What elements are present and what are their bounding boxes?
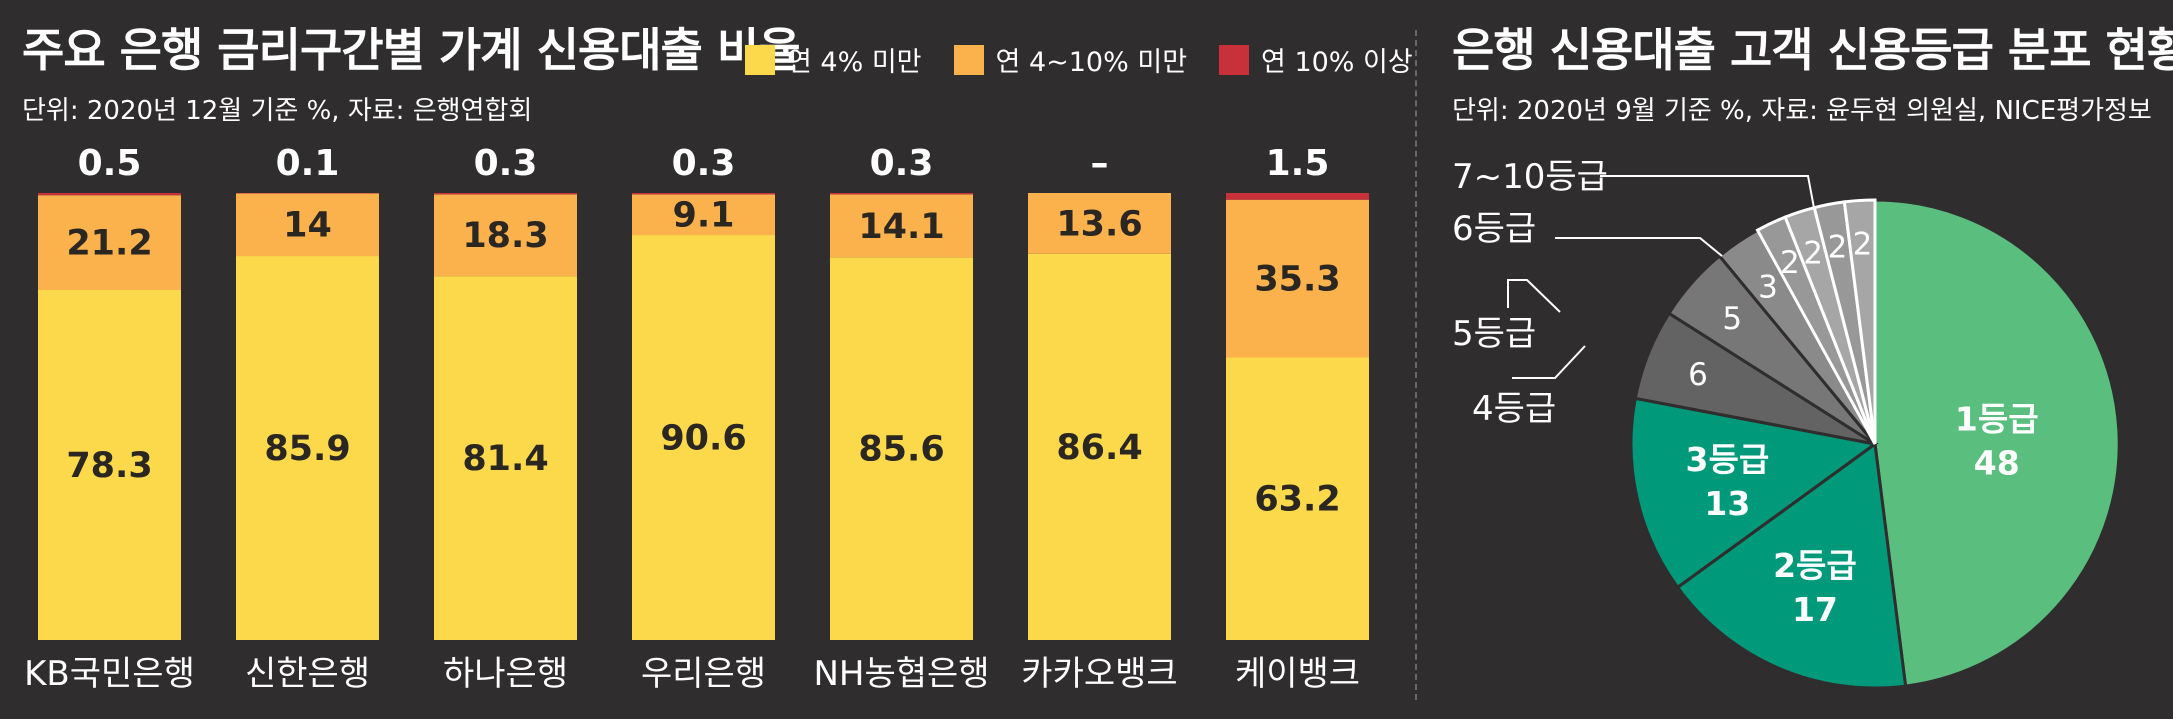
pie-leader-line-grade6 — [1555, 237, 1723, 257]
pie-value-grade4: 6 — [1688, 357, 1708, 393]
bar-value-label-4to10-2: 14 — [283, 206, 332, 246]
bar-segment-under4-6 — [1028, 253, 1171, 641]
bar-segment-under4-7 — [1226, 357, 1369, 640]
pie-sub-value-label-1: 2 — [1780, 245, 1800, 281]
pie-leader-line-grade5 — [1507, 279, 1561, 313]
section-divider — [1415, 30, 1417, 700]
pie-label-grade3: 3등급 — [1686, 440, 1770, 479]
pie-slice-grade7-10-part4 — [1842, 198, 1877, 445]
bar-category-label-6: 카카오뱅크 — [1021, 654, 1177, 694]
bar-segment-4to10-1 — [38, 195, 181, 290]
legend-swatch-over10 — [1219, 44, 1250, 75]
bar-segment-under4-3 — [434, 276, 577, 640]
legend-label-over10: 연 10% 이상 — [1261, 47, 1413, 78]
legend-item-under4: 연 4% 미만 — [745, 40, 922, 79]
pie-slice-grade2 — [1675, 441, 1908, 690]
pie-outside-label-grade4: 4등급 — [1472, 389, 1556, 429]
bar-segment-over10-1 — [38, 193, 181, 196]
bar-category-label-7: 케이뱅크 — [1235, 654, 1360, 694]
legend-item-4to10: 연 4~10% 미만 — [953, 40, 1188, 79]
bar-value-label-under4-6: 86.4 — [1056, 428, 1142, 468]
pie-value-grade5: 5 — [1722, 301, 1742, 337]
bar-value-label-4to10-7: 35.3 — [1254, 260, 1340, 300]
pie-leader-line-grade4 — [1512, 345, 1586, 379]
legend-label-under4: 연 4% 미만 — [787, 47, 922, 78]
pie-label-grade2: 2등급 — [1773, 546, 1857, 585]
stacked-bar-chart: 78.3 21.2 0.5 KB국민은행 85.9 14 0.1 신한은행 81.4 18.3 0.… — [24, 143, 1369, 694]
pie-value-grade2: 17 — [1792, 590, 1838, 629]
pie-chart-subtitle: 단위: 2020년 9월 기준 %, 자료: 윤두현 의원실, NICE평가정보 — [1452, 96, 2152, 126]
bar-segment-4to10-3 — [434, 194, 577, 277]
pie-chart-title: 은행 신용대출 고객 신용등급 분포 현황 — [1452, 23, 2173, 77]
legend-item-over10: 연 10% 이상 — [1219, 40, 1413, 79]
bar-category-label-4: 우리은행 — [641, 654, 766, 694]
bar-top-label-7: 1.5 — [1266, 143, 1330, 184]
pie-slice-grade3 — [1629, 396, 1879, 590]
bar-segment-4to10-2 — [236, 193, 379, 257]
pie-value-grade3: 13 — [1704, 484, 1750, 523]
bar-value-label-under4-4: 90.6 — [660, 419, 746, 459]
bar-segment-under4-4 — [632, 235, 775, 640]
bar-value-label-under4-7: 63.2 — [1254, 480, 1340, 520]
bar-top-label-2: 0.1 — [276, 143, 340, 184]
bar-value-label-4to10-1: 21.2 — [66, 224, 152, 264]
bar-value-label-under4-5: 85.6 — [858, 430, 944, 470]
bar-chart-title: 주요 은행 금리구간별 가계 신용대출 비율 — [22, 23, 801, 77]
bar-value-label-4to10-5: 14.1 — [858, 207, 944, 247]
pie-outside-label-grade7: 7~10등급 — [1452, 157, 1608, 197]
bar-value-label-4to10-4: 9.1 — [672, 196, 734, 236]
pie-sub-value-label-4: 2 — [1853, 226, 1873, 262]
bar-value-label-under4-1: 78.3 — [66, 446, 152, 486]
bar-value-label-4to10-6: 13.6 — [1056, 204, 1142, 244]
bar-top-label-3: 0.3 — [474, 143, 538, 184]
bar-segment-4to10-5 — [830, 194, 973, 258]
bar-segment-under4-5 — [830, 257, 973, 640]
pie-label-grade1: 1등급 — [1955, 399, 2039, 438]
pie-sub-value-label-3: 2 — [1828, 229, 1848, 265]
bar-top-label-5: 0.3 — [870, 143, 934, 184]
legend-label-4to10: 연 4~10% 미만 — [995, 47, 1188, 78]
bar-top-label-6: – — [1091, 143, 1109, 184]
bar-value-label-4to10-3: 18.3 — [462, 216, 548, 256]
pie-outside-label-grade6: 6등급 — [1452, 209, 1536, 249]
bar-segment-4to10-4 — [632, 194, 775, 236]
bar-segment-over10-4 — [632, 193, 775, 195]
bar-segment-4to10-7 — [1226, 199, 1369, 358]
bar-segment-over10-3 — [434, 193, 577, 195]
bar-segment-over10-7 — [1226, 193, 1369, 200]
pie-value-grade1: 48 — [1974, 443, 2020, 482]
bar-top-label-4: 0.3 — [672, 143, 736, 184]
pie-sub-value-label-2: 2 — [1803, 236, 1823, 272]
bar-value-label-under4-2: 85.9 — [264, 429, 350, 469]
legend-swatch-under4 — [745, 44, 775, 75]
bar-chart-subtitle: 단위: 2020년 12월 기준 %, 자료: 은행연합회 — [22, 96, 533, 126]
bar-chart-legend: 연 4% 미만 연 4~10% 미만 연 10% 이상 — [745, 40, 1413, 79]
bar-category-label-1: KB국민은행 — [24, 654, 195, 694]
bar-category-label-3: 하나은행 — [443, 654, 568, 694]
bar-segment-under4-1 — [38, 289, 181, 640]
legend-swatch-4to10 — [953, 44, 984, 75]
bar-top-label-1: 0.5 — [78, 143, 142, 184]
bar-segment-over10-5 — [830, 193, 973, 195]
bar-value-label-under4-3: 81.4 — [462, 439, 548, 479]
pie-value-grade6: 3 — [1758, 270, 1778, 306]
bar-segment-under4-2 — [236, 256, 379, 640]
pie-outside-label-grade5: 5등급 — [1452, 314, 1536, 354]
bar-category-label-5: NH농협은행 — [813, 654, 989, 694]
bar-segment-4to10-6 — [1028, 193, 1171, 254]
pie-leader-line-grade7 — [1600, 175, 1815, 209]
pie-slice-grade1 — [1873, 198, 2121, 688]
bar-category-label-2: 신한은행 — [245, 654, 370, 694]
